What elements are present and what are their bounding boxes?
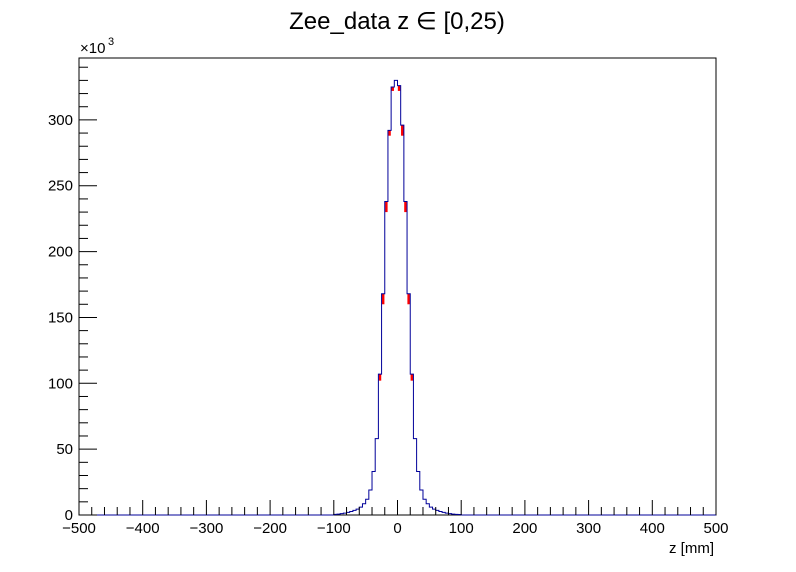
- red-bar: [394, 80, 397, 515]
- y-axis-multiplier: ×10 3: [80, 36, 114, 57]
- chart-title: Zee_data z ∈ [0,25): [289, 8, 505, 35]
- y-tick-label: 50: [56, 441, 73, 458]
- x-tick-label: −300: [190, 520, 224, 537]
- blue-histogram-line: [79, 79, 716, 516]
- y-tick-label: 300: [48, 112, 73, 129]
- x-tick-label: 300: [576, 520, 601, 537]
- y-multiplier-label: ×10: [80, 40, 105, 57]
- x-tick-label: 400: [640, 520, 665, 537]
- x-tick-label: 500: [703, 520, 728, 537]
- x-axis-title: z [mm]: [669, 540, 714, 557]
- y-tick-label: 250: [48, 178, 73, 195]
- y-multiplier-exponent: 3: [108, 36, 114, 48]
- x-tick-label: −200: [253, 520, 287, 537]
- red-bar: [398, 91, 401, 515]
- y-tick-label: 0: [65, 507, 73, 524]
- x-tick-label: −500: [62, 520, 96, 537]
- x-tick-label: −400: [126, 520, 160, 537]
- x-tick-label: 0: [393, 520, 401, 537]
- x-tick-label: 100: [449, 520, 474, 537]
- y-tick-label: 100: [48, 375, 73, 392]
- axes-layer: −500 −400 −300 −200 −100 0 100 200 300 400 500 0 50 1…: [48, 66, 729, 537]
- x-tick-label: −100: [317, 520, 351, 537]
- series-layer: [79, 79, 716, 516]
- red-bar: [391, 91, 394, 515]
- y-tick-label: 150: [48, 309, 73, 326]
- x-tick-label: 200: [512, 520, 537, 537]
- y-tick-label: 200: [48, 244, 73, 261]
